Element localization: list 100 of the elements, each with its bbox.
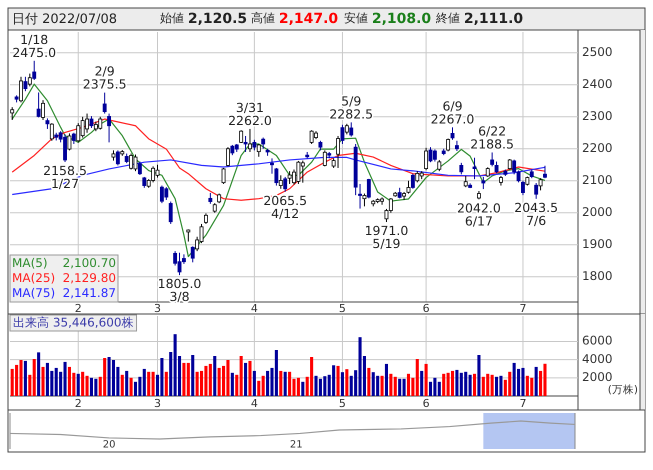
annotation: 2065.5 4/12 xyxy=(263,192,308,221)
text: MA(5) 2,100.70 xyxy=(12,256,116,270)
candlestick xyxy=(28,73,32,87)
bar xyxy=(10,368,14,396)
annotation: 2042.0 6/17 xyxy=(457,200,501,228)
candlestick xyxy=(107,113,112,143)
bar xyxy=(284,372,287,396)
candlestick xyxy=(538,178,543,191)
candlestick xyxy=(72,132,76,144)
candlestick xyxy=(288,170,292,184)
candlestick xyxy=(322,150,327,167)
candlestick xyxy=(406,180,410,194)
x-tick-label: 7 xyxy=(519,397,526,410)
y-tick-label: 2300 xyxy=(582,109,613,124)
chart-title: 出来高 35,446,600株 xyxy=(13,315,134,330)
candlestick xyxy=(415,170,420,183)
bar xyxy=(301,382,304,396)
candlestick xyxy=(129,153,134,170)
y-tick-label: 2000 xyxy=(582,370,613,384)
candlestick xyxy=(432,148,437,162)
bar xyxy=(288,372,292,396)
text: 日付 2022/07/08 xyxy=(12,12,118,27)
candlestick xyxy=(244,135,248,152)
bar xyxy=(512,362,516,396)
candlestick xyxy=(151,166,156,183)
bar xyxy=(266,370,270,396)
text: 安値 2,108.0 xyxy=(344,10,432,27)
y-tick-label: 2500 xyxy=(582,45,613,60)
candlestick xyxy=(261,137,266,150)
candlestick xyxy=(450,126,454,140)
candlestick xyxy=(499,175,503,186)
candlestick xyxy=(344,123,349,135)
bar xyxy=(499,376,502,396)
candlestick xyxy=(534,182,538,200)
candlestick xyxy=(168,201,173,224)
bar xyxy=(248,360,252,396)
bar xyxy=(279,370,282,396)
bar xyxy=(54,368,58,396)
candlestick xyxy=(80,116,85,138)
candlestick xyxy=(41,100,45,120)
bar xyxy=(345,369,348,396)
candlestick xyxy=(164,186,168,200)
candlestick xyxy=(490,152,494,167)
candlestick xyxy=(23,76,28,92)
bar xyxy=(244,362,248,396)
bar xyxy=(230,372,234,396)
candlestick xyxy=(256,143,261,158)
annotation: 3/31 2262.0 xyxy=(228,100,272,128)
candlestick xyxy=(32,60,36,80)
x-tick-label: 5 xyxy=(338,397,346,410)
candlestick xyxy=(208,192,212,204)
candlestick xyxy=(486,166,490,178)
bar xyxy=(120,374,124,396)
bar xyxy=(142,368,146,396)
y-tick-label: 2000 xyxy=(582,205,613,220)
candlestick xyxy=(318,140,322,151)
bar xyxy=(406,374,410,396)
text: MA(25) 2,129.80 xyxy=(12,271,116,286)
bar xyxy=(464,372,468,396)
bar xyxy=(130,378,133,396)
bar xyxy=(521,368,524,396)
candlestick xyxy=(138,161,142,176)
bar xyxy=(19,360,23,396)
text: 高値 2,147.0 xyxy=(251,10,338,27)
candlestick xyxy=(239,130,244,144)
bar xyxy=(314,376,318,396)
x-tick-label: 7 xyxy=(519,302,526,316)
text: MA(75) 2,141.87 xyxy=(12,286,116,300)
bar xyxy=(472,374,476,396)
bar xyxy=(534,366,538,396)
bar xyxy=(372,372,375,396)
bar xyxy=(508,372,512,396)
bar xyxy=(543,364,547,396)
bar xyxy=(37,352,40,396)
annotation: 2043.5 7/6 xyxy=(514,200,558,228)
y-tick-label: 4000 xyxy=(582,352,613,366)
candlestick xyxy=(283,176,288,192)
candlestick xyxy=(45,118,50,130)
x-tick-label: 6 xyxy=(422,302,430,316)
bar xyxy=(24,360,27,396)
candlestick xyxy=(10,106,14,120)
candlestick xyxy=(124,153,129,164)
line-series xyxy=(12,156,546,196)
candlestick xyxy=(349,122,354,138)
annotation: 1971.0 5/19 xyxy=(364,223,408,252)
candlestick xyxy=(481,176,486,190)
candlestick xyxy=(454,140,459,152)
candlestick xyxy=(278,174,283,190)
bar xyxy=(112,360,116,396)
bar xyxy=(530,378,534,396)
candlestick xyxy=(410,173,415,190)
x-tick-label: 21 xyxy=(290,440,303,451)
bar xyxy=(41,366,45,396)
candlestick xyxy=(90,116,94,128)
candlestick xyxy=(204,212,208,224)
x-tick-label: 2 xyxy=(74,397,82,410)
y-tick-label: 2100 xyxy=(582,173,613,188)
candlestick xyxy=(494,161,498,174)
y-tick-label: 2200 xyxy=(582,141,613,156)
annotation: 2/9 2375.5 xyxy=(82,64,127,92)
